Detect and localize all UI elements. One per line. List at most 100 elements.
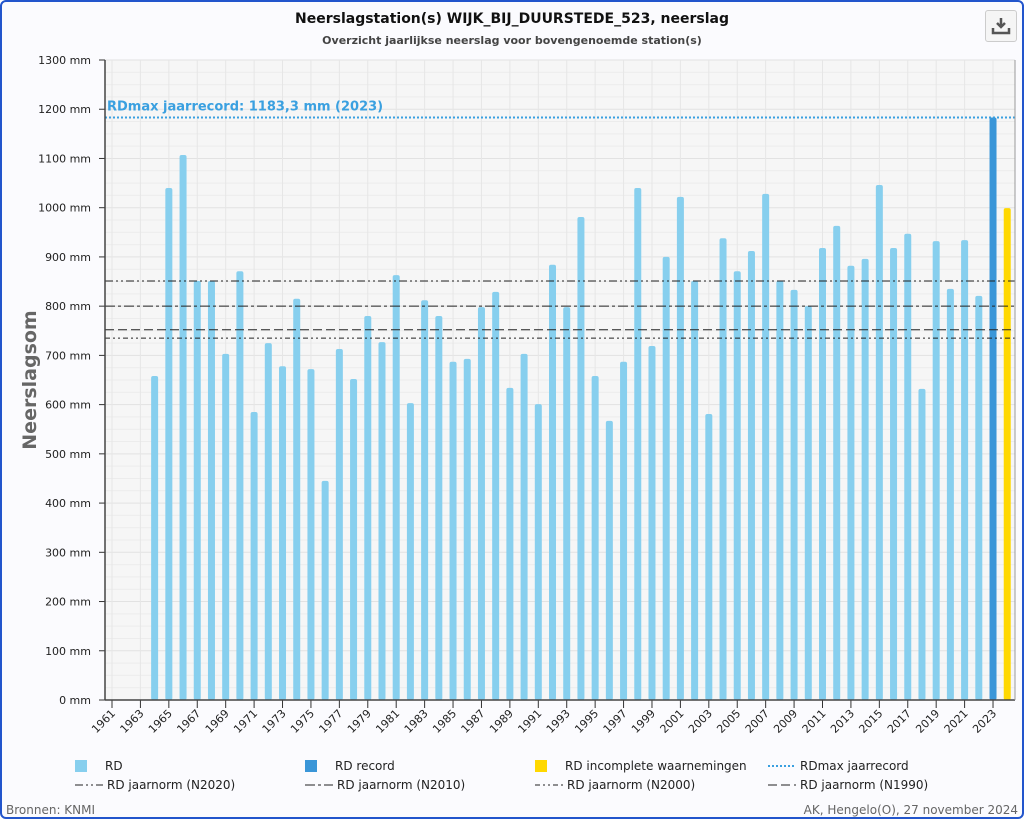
- bar-2001: [676, 196, 684, 700]
- legend-swatch: [535, 760, 547, 772]
- x-tick-label: 2003: [686, 707, 715, 736]
- x-tick-label: 1995: [572, 707, 601, 736]
- bar-1986: [463, 358, 471, 700]
- bar-1987: [477, 307, 485, 700]
- x-tick-label: 1979: [345, 707, 374, 736]
- x-tick-label: 1987: [459, 707, 488, 736]
- bar-2013: [847, 265, 855, 700]
- x-tick-label: 1973: [260, 707, 289, 736]
- bar-1971: [250, 412, 258, 700]
- bar-2004: [719, 238, 727, 700]
- x-tick-label: 1969: [203, 707, 232, 736]
- bar-1972: [264, 343, 272, 700]
- x-tick-label: 1975: [288, 707, 317, 736]
- x-tick-label: 1983: [402, 707, 431, 736]
- legend-swatch: [75, 760, 87, 772]
- x-tick-label: 2015: [856, 707, 885, 736]
- y-tick-label: 400 mm: [45, 497, 91, 510]
- y-tick-label: 200 mm: [45, 596, 91, 609]
- bar-1967: [193, 281, 201, 700]
- bar-2024: [1003, 208, 1011, 700]
- bar-1981: [392, 275, 400, 700]
- chart-subtitle: Overzicht jaarlijkse neerslag voor boven…: [322, 34, 702, 47]
- x-tick-label: 1993: [544, 707, 573, 736]
- y-tick-label: 0 mm: [59, 694, 91, 707]
- y-tick-label: 700 mm: [45, 349, 91, 362]
- x-tick-label: 2021: [942, 707, 971, 736]
- max-record-label: RDmax jaarrecord: 1183,3 mm (2023): [107, 99, 383, 114]
- x-tick-label: 2007: [743, 707, 772, 736]
- x-tick-label: 1997: [601, 707, 630, 736]
- bar-2007: [762, 193, 770, 700]
- bar-1995: [591, 376, 599, 700]
- x-tick-label: 2023: [970, 707, 999, 736]
- bar-2022: [975, 295, 983, 700]
- bar-2011: [819, 248, 826, 701]
- bar-2008: [776, 281, 784, 700]
- x-tick-label: 2011: [800, 707, 829, 736]
- x-tick-label: 1977: [316, 707, 345, 736]
- x-tick-label: 1967: [174, 707, 203, 736]
- footer-source: Bronnen: KNMI: [6, 803, 95, 817]
- bar-2000: [662, 256, 670, 700]
- bar-2009: [790, 289, 798, 700]
- bar-2017: [904, 233, 912, 701]
- bar-1976: [321, 480, 329, 700]
- y-tick-label: 600 mm: [45, 399, 91, 412]
- x-tick-label: 1989: [487, 707, 516, 736]
- bar-1997: [620, 361, 628, 700]
- bar-1970: [236, 271, 244, 700]
- x-tick-label: 1985: [430, 707, 459, 736]
- bar-1998: [634, 188, 642, 700]
- bar-2018: [918, 388, 926, 700]
- bar-2014: [861, 258, 869, 700]
- bar-1980: [378, 342, 386, 700]
- y-tick-label: 1200 mm: [38, 103, 91, 116]
- bar-1965: [165, 188, 173, 700]
- legend-label: RD jaarnorm (N2020): [107, 778, 235, 792]
- bar-2012: [833, 225, 841, 700]
- y-tick-label: 1100 mm: [38, 152, 91, 165]
- y-tick-label: 300 mm: [45, 546, 91, 559]
- x-tick-label: 2017: [885, 707, 914, 736]
- x-tick-label: 1981: [373, 707, 402, 736]
- bar-1988: [492, 291, 500, 700]
- x-tick-label: 1963: [118, 707, 147, 736]
- download-button[interactable]: [985, 10, 1017, 42]
- bar-2005: [733, 271, 741, 700]
- bar-1969: [222, 353, 230, 700]
- y-tick-label: 500 mm: [45, 448, 91, 461]
- bar-1973: [279, 366, 287, 700]
- bar-2003: [705, 413, 713, 700]
- x-tick-label: 1999: [629, 707, 658, 736]
- legend-swatch: [305, 760, 317, 772]
- bar-1984: [435, 316, 443, 700]
- bar-1968: [207, 281, 215, 700]
- bar-1999: [648, 346, 656, 700]
- x-tick-label: 2001: [658, 707, 687, 736]
- x-tick-label: 1961: [89, 707, 118, 736]
- bar-1992: [549, 264, 557, 700]
- bar-2019: [932, 241, 940, 700]
- bar-2023: [989, 117, 997, 700]
- bar-1979: [364, 316, 372, 700]
- bar-1990: [520, 353, 528, 700]
- bar-1985: [449, 361, 457, 700]
- y-tick-label: 1300 mm: [38, 54, 91, 67]
- bar-2021: [961, 240, 969, 700]
- x-tick-label: 1971: [231, 707, 260, 736]
- y-tick-label: 1000 mm: [38, 202, 91, 215]
- bar-1966: [179, 155, 187, 700]
- download-icon: [991, 18, 1011, 35]
- bar-2002: [691, 281, 699, 700]
- bar-1991: [534, 404, 542, 700]
- bar-1974: [293, 298, 301, 700]
- chart-title: Neerslagstation(s) WIJK_BIJ_DUURSTEDE_52…: [295, 11, 729, 27]
- y-tick-label: 900 mm: [45, 251, 91, 264]
- x-tick-label: 1965: [146, 707, 175, 736]
- bar-1989: [506, 387, 514, 700]
- y-tick-label: 800 mm: [45, 300, 91, 313]
- bar-1975: [307, 369, 315, 700]
- bar-2016: [890, 248, 898, 701]
